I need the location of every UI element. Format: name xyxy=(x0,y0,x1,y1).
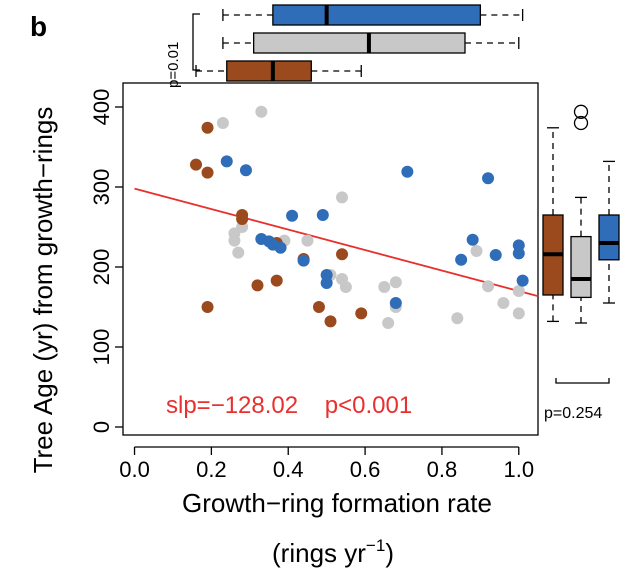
x-tick-label-4: 0.8 xyxy=(427,457,458,482)
data-point xyxy=(301,234,314,247)
data-point xyxy=(497,297,510,309)
x-axis-unit-base: (rings yr xyxy=(272,538,366,568)
data-point xyxy=(297,254,310,267)
data-point xyxy=(201,121,214,134)
data-point xyxy=(378,281,391,293)
data-point xyxy=(316,209,329,221)
box xyxy=(226,60,312,82)
right-boxplot-1 xyxy=(570,104,592,324)
points-layer xyxy=(190,105,529,329)
data-point xyxy=(489,249,502,261)
data-point xyxy=(455,253,468,266)
data-point xyxy=(190,158,203,171)
panel-label: b xyxy=(30,11,47,42)
outlier xyxy=(573,104,589,119)
x-tick-label-2: 0.4 xyxy=(273,457,304,482)
regression-line-layer xyxy=(134,187,539,298)
data-point xyxy=(286,209,299,222)
y-axis-label: Tree Age (yr) from growth−rings xyxy=(28,107,58,474)
x-axis-unit-exponent: −1 xyxy=(366,536,385,555)
outlier xyxy=(573,115,589,131)
data-point xyxy=(228,234,241,247)
regression-line xyxy=(134,187,539,298)
x-tick-label-5: 1.0 xyxy=(503,457,534,482)
x-tick-label-3: 0.6 xyxy=(350,457,381,482)
data-point xyxy=(516,274,529,287)
data-point xyxy=(216,117,229,129)
top-boxplot-2 xyxy=(195,60,362,82)
data-point xyxy=(336,248,349,261)
y-tick-label-2: 200 xyxy=(89,249,114,286)
x-axis-label: Growth−ring formation rate xyxy=(182,488,492,518)
data-point xyxy=(512,285,525,297)
x-axis-unit: (rings yr−1) xyxy=(272,536,394,568)
data-point xyxy=(512,307,525,320)
top-p-label: p=0.01 xyxy=(165,42,182,88)
right-boxplots xyxy=(542,104,620,324)
x-tick-label-0: 0.0 xyxy=(119,457,150,482)
data-point xyxy=(336,191,349,204)
data-point xyxy=(232,246,245,259)
right-boxplot-0 xyxy=(542,127,564,323)
data-point xyxy=(482,172,495,185)
regression-annotation: slp=−128.02 p<0.001 xyxy=(166,392,412,419)
x-axis-unit-close: ) xyxy=(385,538,394,568)
box xyxy=(272,4,482,26)
x-tick-label-1: 0.2 xyxy=(196,457,227,482)
data-point xyxy=(201,166,214,179)
y-axis: 0 100 200 300 400 xyxy=(89,89,123,433)
data-point xyxy=(239,164,252,177)
data-point xyxy=(466,233,479,246)
y-tick-label-1: 100 xyxy=(89,329,114,366)
data-point xyxy=(382,317,395,329)
box xyxy=(570,235,592,299)
y-tick-label-0: 0 xyxy=(89,421,114,433)
data-point xyxy=(482,280,495,293)
data-point xyxy=(451,312,464,325)
data-point xyxy=(312,301,325,313)
top-boxplots xyxy=(195,4,524,82)
data-point xyxy=(355,307,368,320)
top-boxplot-1 xyxy=(222,32,520,54)
data-point xyxy=(270,274,283,287)
y-tick-label-4: 400 xyxy=(89,89,114,126)
data-point xyxy=(339,281,352,293)
x-axis: 0.0 0.2 0.4 0.6 0.8 1.0 xyxy=(119,446,534,482)
data-point xyxy=(324,315,337,328)
top-boxplot-0 xyxy=(222,4,524,26)
box xyxy=(598,214,620,261)
right-p-label: p=0.254 xyxy=(544,405,602,422)
data-point xyxy=(320,277,333,289)
data-point xyxy=(220,155,233,168)
data-point xyxy=(201,301,214,313)
box xyxy=(252,32,466,54)
data-point xyxy=(512,247,525,260)
data-point xyxy=(389,276,402,289)
right-boxplot-2 xyxy=(598,160,620,304)
data-point xyxy=(401,165,414,178)
data-point xyxy=(470,245,483,257)
data-point xyxy=(274,241,287,254)
data-point xyxy=(236,213,249,225)
plot-frame xyxy=(122,82,539,436)
data-point xyxy=(389,297,402,309)
data-point xyxy=(251,279,264,292)
data-point xyxy=(255,105,268,118)
top-p-bracket xyxy=(192,13,200,71)
y-tick-label-3: 300 xyxy=(89,169,114,206)
right-p-bracket xyxy=(555,378,610,384)
